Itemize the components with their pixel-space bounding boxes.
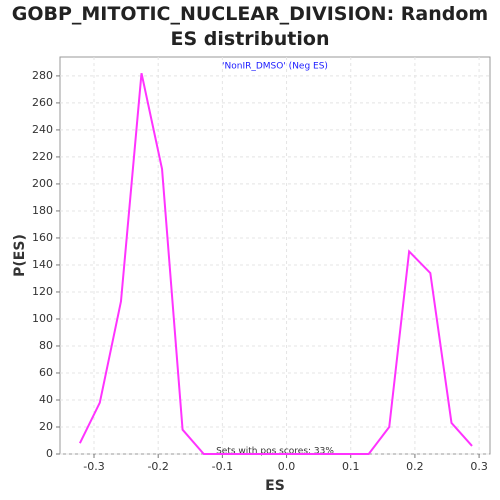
x-tick-label: -0.2 <box>147 460 168 473</box>
y-axis-label: P(ES) <box>12 234 28 277</box>
y-tick-label: 0 <box>46 447 53 460</box>
x-tick-label: 0.0 <box>278 460 296 473</box>
line <box>78 72 473 455</box>
annotation: Sets with pos scores: 33% <box>216 447 334 457</box>
x-tick-label: -0.3 <box>83 460 104 473</box>
y-tick-label: 240 <box>32 123 53 136</box>
plot-area <box>59 56 491 455</box>
y-tick-label: 140 <box>32 258 53 271</box>
y-tick-label: 180 <box>32 204 53 217</box>
y-tick-label: 260 <box>32 96 53 109</box>
x-tick-label: 0.1 <box>342 460 360 473</box>
y-tick-label: 20 <box>39 420 53 433</box>
y-tick-label: 60 <box>39 366 53 379</box>
annotation: 'NonIR_DMSO' (Neg ES) <box>222 62 328 72</box>
chart-title: GOBP_MITOTIC_NUCLEAR_DIVISION: Random ES… <box>11 3 489 50</box>
x-axis-label: ES <box>265 478 285 494</box>
x-tick-label: -0.1 <box>212 460 233 473</box>
y-tick-label: 200 <box>32 177 53 190</box>
y-tick-label: 80 <box>39 339 53 352</box>
y-tick-label: 100 <box>32 312 53 325</box>
x-tick-label: 0.3 <box>470 460 488 473</box>
y-tick-label: 220 <box>32 150 53 163</box>
x-tick-label: 0.2 <box>406 460 424 473</box>
y-tick-label: 120 <box>32 285 53 298</box>
y-tick-label: 40 <box>39 393 53 406</box>
y-tick-label: 280 <box>32 69 53 82</box>
y-tick-label: 160 <box>32 231 53 244</box>
